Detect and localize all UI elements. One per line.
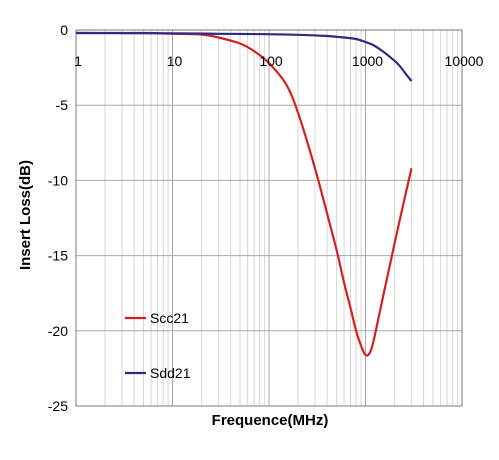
y-tick-label: -5 — [56, 97, 69, 113]
legend-label-scc21: Scc21 — [150, 310, 189, 326]
x-tick-label: 100 — [259, 53, 283, 69]
plot-frame — [75, 29, 463, 407]
series-layer — [75, 31, 413, 357]
x-tick-label: 1 — [74, 53, 82, 69]
minor-grid — [104, 30, 459, 406]
series-line-scc21 — [75, 31, 413, 357]
x-tick-label: 10000 — [445, 53, 484, 69]
legend-label-sdd21: Sdd21 — [150, 365, 191, 381]
x-axis-title: Frequence(MHz) — [212, 412, 329, 429]
y-tick-label: -10 — [48, 172, 68, 188]
y-tick-label: -20 — [48, 323, 68, 339]
y-tick-labels: 0 -5 -10 -15 -20 -25 — [48, 22, 68, 414]
y-tick-label: 0 — [60, 22, 68, 38]
y-axis-title: Insert Loss(dB) — [17, 160, 34, 270]
y-tick-label: -15 — [48, 248, 68, 264]
x-tick-label: 1000 — [352, 53, 383, 69]
series-line-sdd21 — [75, 31, 413, 82]
y-tick-label: -25 — [48, 398, 68, 414]
legend: Scc21 Sdd21 — [125, 310, 191, 381]
x-tick-label: 10 — [167, 53, 183, 69]
x-tick-labels: 1 10 100 1000 10000 — [74, 53, 484, 69]
